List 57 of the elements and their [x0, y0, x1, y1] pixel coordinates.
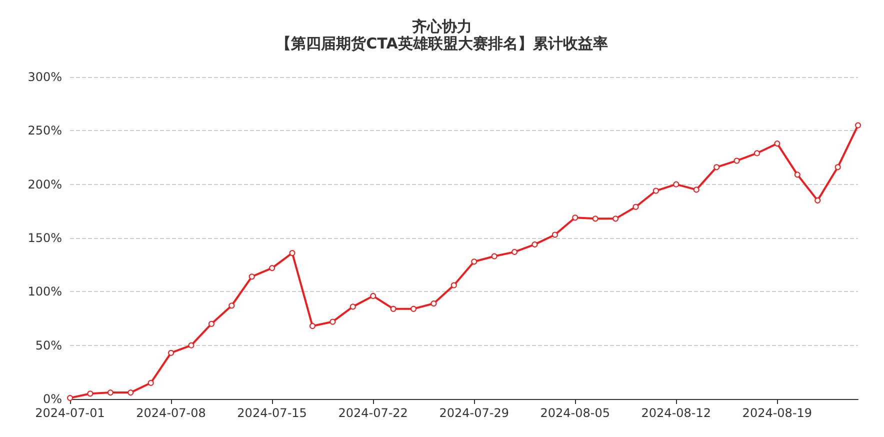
point [834, 164, 841, 170]
point [289, 250, 296, 256]
point [491, 253, 498, 260]
point [734, 158, 740, 164]
x-tick-label: 2024-07-08 [136, 406, 206, 420]
y-tick-label: 200% [28, 177, 62, 192]
point [87, 390, 94, 397]
x-tick-label: 2024-07-29 [439, 406, 509, 420]
chart-title: 齐心协力 [412, 18, 472, 36]
point [330, 318, 336, 325]
y-tick-label: 300% [28, 70, 62, 84]
point [693, 186, 700, 193]
point [794, 172, 800, 178]
y-tick-label: 250% [28, 124, 62, 138]
point [652, 188, 659, 194]
point [612, 216, 619, 222]
point [754, 150, 760, 156]
x-tick-label: 2024-08-12 [641, 406, 712, 420]
point [188, 342, 194, 348]
point [168, 350, 174, 356]
point [430, 300, 437, 306]
point [592, 216, 598, 222]
point [228, 302, 235, 309]
point [572, 214, 578, 221]
point [309, 323, 316, 330]
point [632, 204, 639, 210]
point [350, 304, 356, 310]
x-tick-label: 2024-07-15 [237, 406, 307, 420]
point [532, 241, 538, 248]
point [107, 390, 114, 396]
point [512, 248, 518, 255]
x-tick-label: 2024-07-22 [338, 406, 408, 420]
point [269, 265, 276, 272]
point [390, 306, 396, 312]
point [370, 292, 376, 299]
point [67, 394, 73, 401]
point [471, 258, 478, 265]
y-tick-label: 150% [28, 231, 62, 245]
point [552, 232, 558, 238]
y-tick-label: 0% [42, 392, 62, 406]
x-tick-label: 2024-08-05 [540, 406, 610, 420]
point [208, 320, 214, 327]
point [450, 282, 457, 288]
point [248, 274, 255, 280]
point [410, 306, 416, 312]
y-tick-label: 100% [28, 284, 62, 299]
point [714, 164, 720, 170]
x-tick-label: 2024-07-01 [35, 406, 105, 420]
point [855, 122, 861, 128]
point [673, 181, 680, 188]
y-tick-label: 50% [35, 338, 62, 352]
chart-subtitle: 【第四届期货CTA英雄联盟大赛排名】累计收益率 [276, 34, 608, 52]
point [148, 380, 154, 386]
point [128, 390, 134, 396]
x-tick-label: 2024-08-19 [742, 406, 812, 420]
point [774, 140, 780, 147]
point [814, 197, 821, 204]
